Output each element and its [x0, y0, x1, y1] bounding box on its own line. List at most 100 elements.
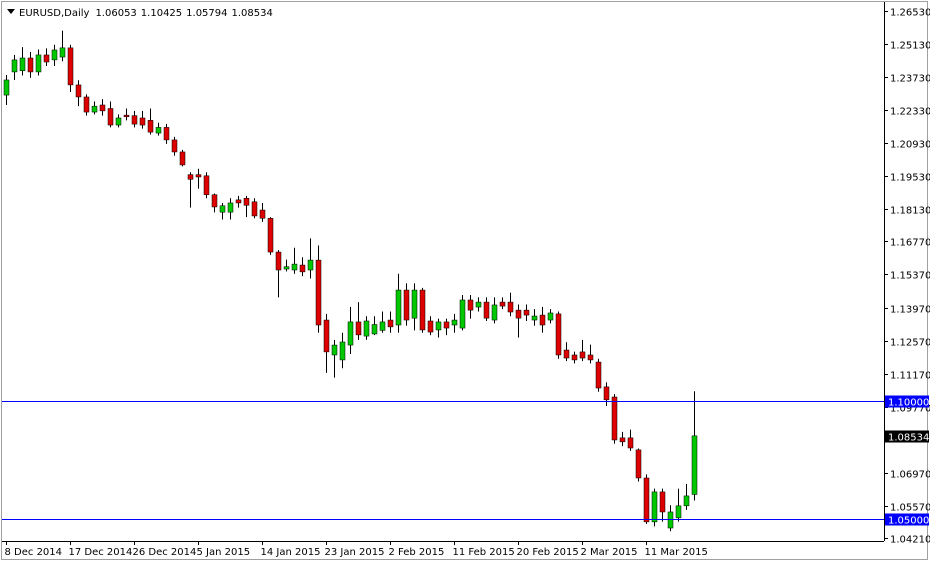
- candle-body: [99, 104, 106, 112]
- candle-body: [291, 263, 298, 271]
- y-tick-label: 1.25130: [890, 41, 930, 52]
- candle-body: [3, 79, 10, 96]
- price-label: 1.10000: [888, 398, 929, 409]
- chart-header: EURUSD,Daily 1.06053 1.10425 1.05794 1.08534: [19, 8, 273, 19]
- candle-body: [499, 301, 506, 307]
- candle-body: [131, 115, 138, 125]
- menu-triangle[interactable]: [7, 9, 15, 14]
- candle-body: [595, 361, 602, 389]
- candle-body: [163, 127, 170, 141]
- x-tick-label: 8 Dec 2014: [5, 547, 63, 558]
- candle-body: [75, 84, 82, 98]
- header-high: 1.10425: [141, 8, 182, 19]
- current-price-box: [885, 430, 929, 443]
- candle-body: [371, 324, 378, 335]
- candle-body: [139, 117, 146, 126]
- candle-body: [643, 477, 650, 523]
- y-tick-label: 1.06970: [890, 470, 930, 481]
- candle-body: [91, 105, 98, 113]
- candle-body: [523, 309, 530, 316]
- candle-body: [83, 96, 90, 113]
- x-tick-label: 26 Dec 2014: [133, 547, 197, 558]
- candle-body: [427, 320, 434, 333]
- candle-body: [419, 289, 426, 331]
- candle-body: [379, 321, 386, 331]
- x-tick-label: 11 Mar 2015: [645, 547, 708, 558]
- candle-body: [531, 315, 538, 321]
- current-price-label: 1.08534: [888, 433, 929, 444]
- candle-body: [283, 266, 290, 270]
- x-tick-label: 5 Jan 2015: [197, 547, 251, 558]
- header-low: 1.05794: [186, 8, 227, 19]
- candle-body: [11, 59, 18, 73]
- candle-body: [35, 54, 42, 73]
- candle-body: [555, 313, 562, 356]
- candle-body: [387, 319, 394, 328]
- candle-body: [51, 49, 58, 61]
- candle-body: [227, 202, 234, 213]
- candle-body: [467, 299, 474, 311]
- x-tick-label: 2 Mar 2015: [581, 547, 638, 558]
- y-tick-label: 1.13970: [890, 305, 930, 316]
- candle-body: [315, 259, 322, 326]
- header-close: 1.08534: [232, 8, 273, 19]
- candle-body: [147, 120, 154, 133]
- candle-body: [179, 151, 186, 166]
- candle-body: [211, 194, 218, 208]
- candle-body: [411, 289, 418, 319]
- candle-body: [267, 218, 274, 253]
- y-tick-label: 1.09770: [890, 404, 930, 415]
- candle-body: [203, 175, 210, 195]
- price-label-box: [885, 395, 929, 408]
- candle-body: [563, 349, 570, 359]
- candle-body: [123, 114, 130, 118]
- candle-body: [459, 299, 466, 329]
- candle-body: [539, 314, 546, 326]
- candle-body: [651, 491, 658, 523]
- candle-body: [171, 139, 178, 153]
- candle-body: [515, 309, 522, 319]
- y-tick-label: 1.05570: [890, 503, 930, 514]
- candle-body: [627, 437, 634, 449]
- candle-body: [355, 321, 362, 336]
- candle-body: [59, 47, 66, 58]
- candle-body: [251, 201, 258, 217]
- y-tick-label: 1.20930: [890, 140, 930, 151]
- candle-body: [363, 320, 370, 337]
- candle-body: [323, 319, 330, 353]
- candle-body: [435, 321, 442, 331]
- candle-body: [275, 251, 282, 271]
- y-tick-label: 1.15370: [890, 271, 930, 282]
- candle-body: [443, 321, 450, 329]
- candle-body: [475, 301, 482, 308]
- candle-body: [219, 205, 226, 213]
- candle-body: [683, 495, 690, 507]
- y-tick-label: 1.04210: [890, 535, 930, 546]
- candle-body: [635, 449, 642, 479]
- candle-body: [395, 289, 402, 326]
- candle-body: [107, 108, 114, 126]
- candle-body: [547, 312, 554, 321]
- candle-body: [659, 491, 666, 513]
- candle-body: [331, 344, 338, 356]
- x-tick-label: 2 Feb 2015: [389, 547, 445, 558]
- y-tick-label: 1.16770: [890, 238, 930, 249]
- candle-body: [675, 505, 682, 519]
- price-label-box: [885, 513, 929, 526]
- candle-body: [347, 321, 354, 346]
- y-tick-label: 1.23730: [890, 74, 930, 85]
- candle-body: [27, 57, 34, 73]
- candle-body: [259, 209, 266, 219]
- candle-body: [339, 341, 346, 361]
- candle-body: [507, 301, 514, 313]
- candle-body: [187, 174, 194, 180]
- candle-body: [451, 319, 458, 326]
- candle-body: [491, 304, 498, 321]
- header-open: 1.06053: [95, 8, 136, 19]
- y-tick-label: 1.12570: [890, 338, 930, 349]
- x-tick-label: 14 Jan 2015: [261, 547, 321, 558]
- candle-body: [483, 301, 490, 319]
- candle-body: [611, 396, 618, 441]
- candle-body: [691, 435, 698, 495]
